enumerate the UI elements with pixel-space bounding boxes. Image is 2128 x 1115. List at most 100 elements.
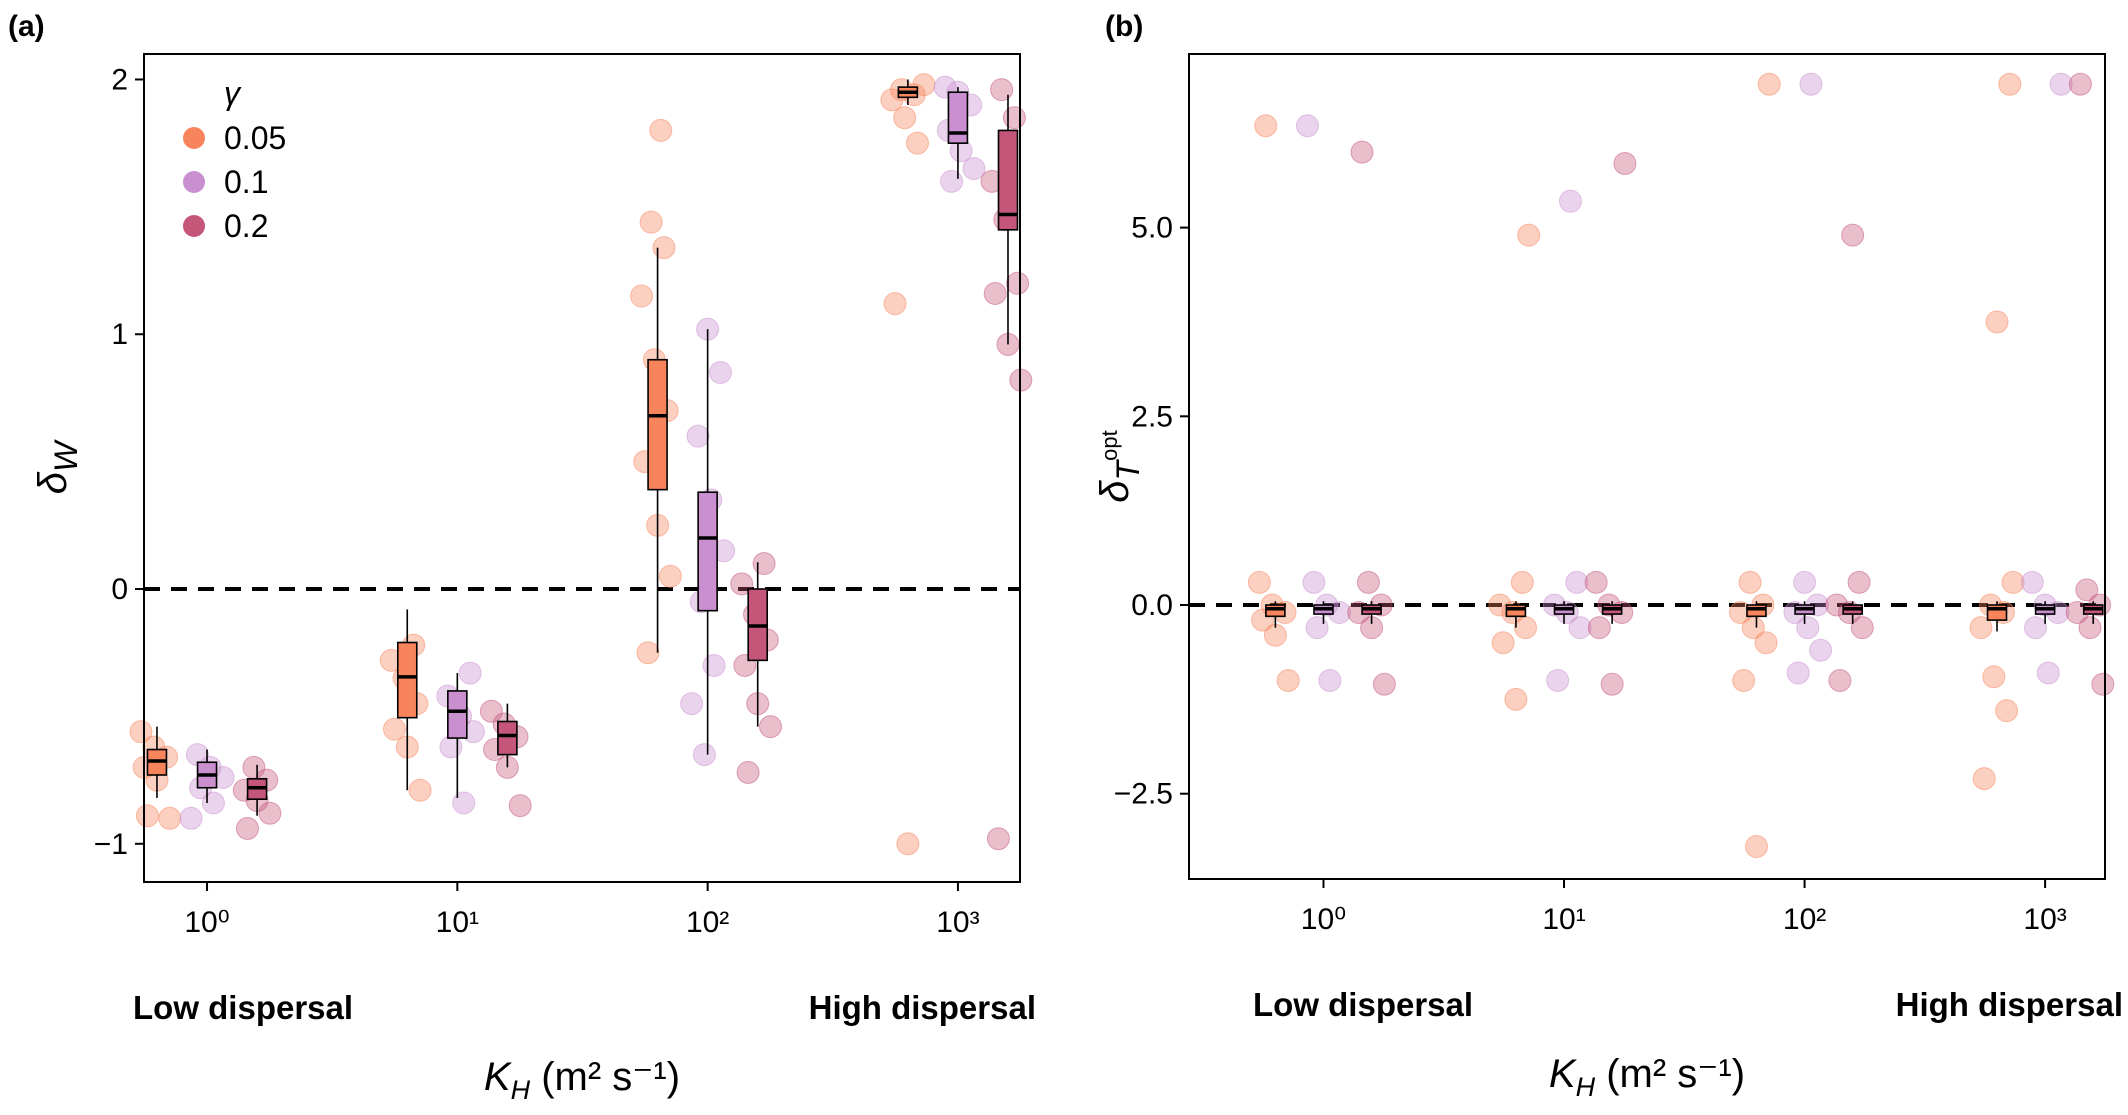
y-tick-label: 2.5	[1131, 400, 1173, 433]
panel-label: (a)	[8, 10, 45, 43]
y-tick-label: 2	[111, 63, 128, 96]
point	[1738, 570, 1762, 594]
point	[983, 281, 1007, 305]
point	[1587, 616, 1611, 640]
point	[452, 791, 476, 815]
panel: (b) −2.5 0.0 2.5 5.0 10⁰ 10¹ 10² 10³ Low dispersa…	[1093, 10, 2123, 1102]
point	[1302, 570, 1326, 594]
point	[508, 794, 532, 818]
x-axis-title: KH (m² s⁻¹)	[1549, 1052, 1745, 1102]
point	[1514, 616, 1538, 640]
point	[2024, 616, 2048, 640]
legend-title: γ	[224, 75, 242, 111]
x-tick-label: 10²	[1783, 903, 1826, 936]
y-title-main: δ	[31, 471, 75, 494]
point	[158, 806, 182, 830]
point	[940, 169, 964, 193]
box	[396, 641, 418, 719]
point	[990, 78, 1014, 102]
point	[1744, 835, 1768, 859]
legend-swatch	[183, 171, 205, 193]
x-title-rest: (m² s⁻¹)	[530, 1055, 680, 1099]
point	[736, 760, 760, 784]
panel-label: (b)	[1105, 10, 1143, 43]
point	[179, 806, 203, 830]
point	[880, 88, 904, 112]
y-tick-label: 0.0	[1131, 589, 1173, 622]
point	[1350, 140, 1374, 164]
y-tick-label: −1	[94, 828, 128, 861]
y-title-sub: T	[1110, 458, 1146, 480]
point	[758, 715, 782, 739]
point	[752, 552, 776, 576]
y-tick-label: 1	[111, 318, 128, 351]
box	[647, 358, 668, 491]
point	[1006, 271, 1030, 295]
box	[497, 720, 518, 756]
point	[1809, 638, 1833, 662]
point	[1491, 631, 1515, 655]
point	[235, 816, 259, 840]
x-title-main: K	[484, 1055, 513, 1099]
point	[382, 717, 406, 741]
point	[730, 572, 754, 596]
y-tick-label: −2.5	[1114, 778, 1173, 811]
point	[1276, 668, 1300, 692]
point	[2078, 616, 2102, 640]
point	[408, 778, 432, 802]
point	[439, 735, 463, 759]
point	[630, 284, 654, 308]
x-tick-label: 10²	[686, 906, 729, 939]
point	[636, 641, 660, 665]
point	[686, 424, 710, 448]
y-axis-title: δW	[31, 439, 84, 494]
point	[896, 832, 920, 856]
point	[1732, 668, 1756, 692]
point	[1318, 668, 1342, 692]
legend-swatch	[183, 215, 205, 237]
box	[1505, 604, 1527, 618]
point	[1998, 72, 2022, 96]
point	[1793, 570, 1817, 594]
point	[2068, 72, 2092, 96]
point	[1995, 699, 2019, 723]
box	[697, 491, 718, 612]
point	[2001, 570, 2025, 594]
point	[201, 791, 225, 815]
box	[1746, 604, 1767, 618]
x-axis-title: KH (m² s⁻¹)	[484, 1055, 680, 1105]
point	[1305, 616, 1329, 640]
point	[692, 743, 716, 767]
x-title-rest: (m² s⁻¹)	[1595, 1052, 1745, 1096]
point	[1757, 72, 1781, 96]
point	[1972, 767, 1996, 791]
legend-label: 0.1	[224, 164, 268, 200]
point	[702, 653, 726, 677]
point	[1850, 616, 1874, 640]
point	[883, 292, 907, 316]
point	[1754, 631, 1778, 655]
x-tick-label: 10⁰	[184, 906, 229, 939]
y-title-main: δ	[1093, 480, 1137, 503]
box	[447, 690, 468, 739]
point	[1568, 616, 1592, 640]
point	[1600, 672, 1624, 696]
x-tick-label: 10¹	[436, 906, 479, 939]
x-tick-label: 10³	[936, 906, 979, 939]
point	[1985, 310, 2009, 334]
x-title-main: K	[1549, 1052, 1578, 1096]
point	[1828, 668, 1852, 692]
box	[947, 91, 969, 144]
x-tick-label: 10¹	[1542, 903, 1585, 936]
annotation: Low dispersal	[1253, 986, 1473, 1023]
point	[1517, 223, 1541, 247]
point	[1546, 668, 1570, 692]
point	[1799, 72, 1823, 96]
y-title-subsup: opt	[1097, 430, 1122, 461]
point	[1841, 223, 1865, 247]
point	[962, 157, 986, 181]
point	[479, 699, 503, 723]
point	[1584, 570, 1608, 594]
legend-label: 0.05	[224, 120, 286, 156]
